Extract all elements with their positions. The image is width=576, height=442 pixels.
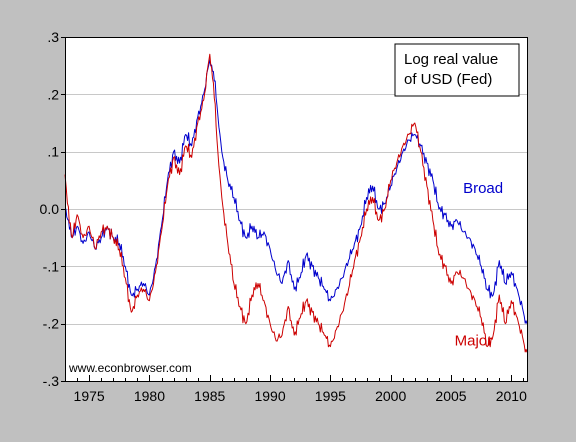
- series-line-broad: [65, 59, 528, 324]
- x-tick-label: 2005: [435, 388, 466, 404]
- series-label-broad: Broad: [463, 180, 503, 197]
- y-tick-label: 0.0: [40, 201, 60, 217]
- x-tick-label: 2010: [496, 388, 527, 404]
- x-tick-label: 1985: [194, 388, 225, 404]
- legend-box: Log real value of USD (Fed): [394, 43, 520, 97]
- x-tick-label: 1995: [315, 388, 346, 404]
- y-tick-label: .2: [47, 86, 59, 102]
- y-tick-label: .1: [47, 144, 59, 160]
- x-tick-label: 1975: [74, 388, 105, 404]
- legend-line-1: Log real value: [404, 51, 498, 68]
- x-tick-label: 1980: [134, 388, 165, 404]
- x-tick-label: 1990: [254, 388, 285, 404]
- y-tick-label: -.3: [43, 373, 60, 389]
- y-tick-label: -.1: [43, 258, 60, 274]
- credit-text: www.econbrowser.com: [68, 361, 192, 375]
- y-tick-label: .3: [47, 29, 59, 45]
- legend-frame: [394, 43, 520, 97]
- x-tick-label: 2000: [375, 388, 406, 404]
- axis-ticks: .3 .2 .1 0.0 -.1 -.2 -.3 1975 1980 1985 1990 1995 20…: [40, 29, 528, 404]
- series-label-major: Major: [455, 332, 493, 349]
- plot-frame: [65, 37, 528, 382]
- legend-line-2: of USD (Fed): [404, 71, 492, 88]
- series-line-major: [64, 53, 528, 353]
- y-tick-label: -.2: [43, 316, 60, 332]
- series-layer: Broad Major: [64, 53, 528, 353]
